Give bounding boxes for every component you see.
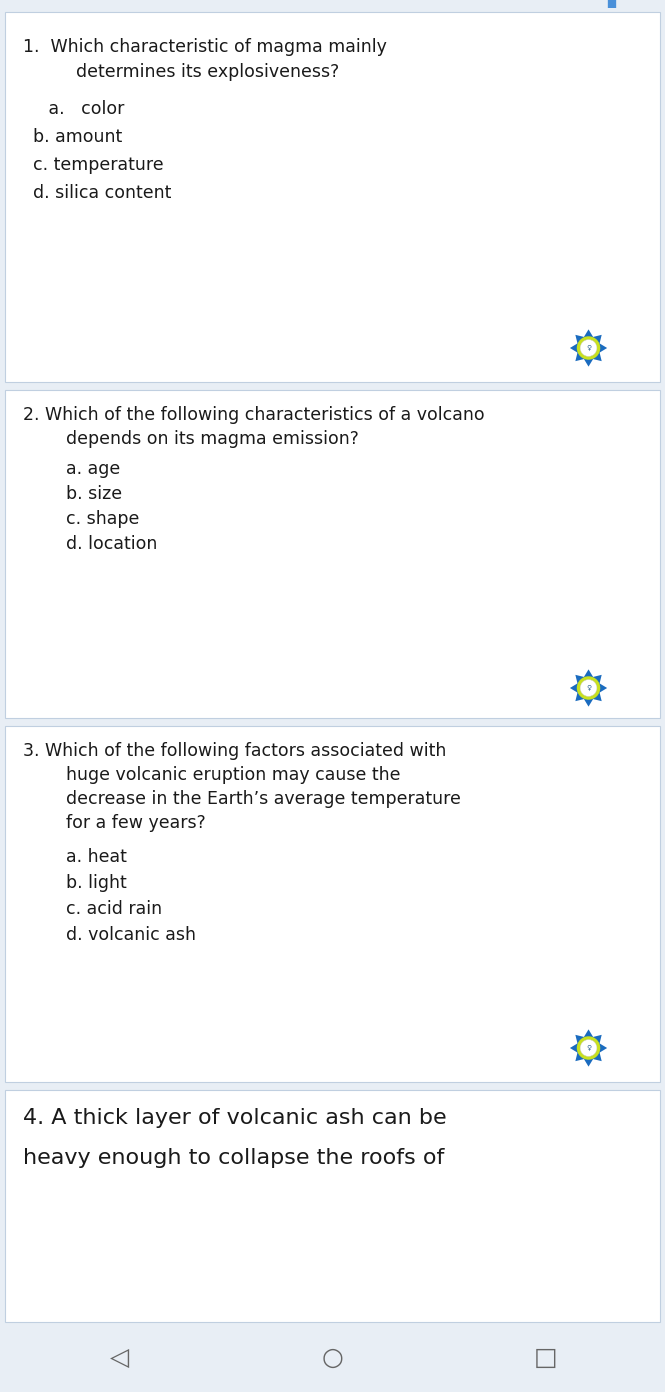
Text: c. shape: c. shape xyxy=(66,509,140,528)
Text: b. size: b. size xyxy=(66,484,122,503)
Polygon shape xyxy=(570,670,607,707)
Text: ♀: ♀ xyxy=(586,344,591,351)
Polygon shape xyxy=(570,1029,607,1066)
Text: c. temperature: c. temperature xyxy=(33,156,164,174)
Text: b. light: b. light xyxy=(66,874,127,892)
Ellipse shape xyxy=(577,337,600,359)
Text: 3. Which of the following factors associated with: 3. Which of the following factors associ… xyxy=(23,742,447,760)
Text: c. acid rain: c. acid rain xyxy=(66,901,163,917)
Text: ○: ○ xyxy=(322,1346,343,1370)
FancyBboxPatch shape xyxy=(5,1090,660,1322)
Text: ♀: ♀ xyxy=(586,683,591,690)
Text: decrease in the Earth’s average temperature: decrease in the Earth’s average temperat… xyxy=(66,791,462,807)
Text: 1.  Which characteristic of magma mainly: 1. Which characteristic of magma mainly xyxy=(23,38,387,56)
Ellipse shape xyxy=(580,1040,597,1057)
Text: heavy enough to collapse the roofs of: heavy enough to collapse the roofs of xyxy=(23,1148,445,1168)
Text: d. silica content: d. silica content xyxy=(33,184,172,202)
FancyBboxPatch shape xyxy=(5,390,660,718)
Text: determines its explosiveness?: determines its explosiveness? xyxy=(76,63,340,81)
Text: for a few years?: for a few years? xyxy=(66,814,206,832)
Text: huge volcanic eruption may cause the: huge volcanic eruption may cause the xyxy=(66,766,401,784)
Text: a. heat: a. heat xyxy=(66,848,128,866)
Text: b. amount: b. amount xyxy=(33,128,122,146)
Polygon shape xyxy=(570,330,607,366)
Text: depends on its magma emission?: depends on its magma emission? xyxy=(66,430,359,448)
Text: a. age: a. age xyxy=(66,459,121,477)
Text: ♀: ♀ xyxy=(586,1044,591,1050)
Ellipse shape xyxy=(577,677,600,700)
Text: ◁: ◁ xyxy=(110,1346,129,1370)
Text: a.   color: a. color xyxy=(43,100,124,118)
FancyBboxPatch shape xyxy=(5,727,660,1082)
Ellipse shape xyxy=(580,340,597,356)
Ellipse shape xyxy=(577,1036,600,1059)
Text: □: □ xyxy=(533,1346,557,1370)
Text: d. location: d. location xyxy=(66,535,158,553)
Text: d. volcanic ash: d. volcanic ash xyxy=(66,926,196,944)
FancyBboxPatch shape xyxy=(5,13,660,381)
Ellipse shape xyxy=(580,679,597,696)
Text: 2. Which of the following characteristics of a volcano: 2. Which of the following characteristic… xyxy=(23,406,485,425)
Text: 4. A thick layer of volcanic ash can be: 4. A thick layer of volcanic ash can be xyxy=(23,1108,447,1128)
